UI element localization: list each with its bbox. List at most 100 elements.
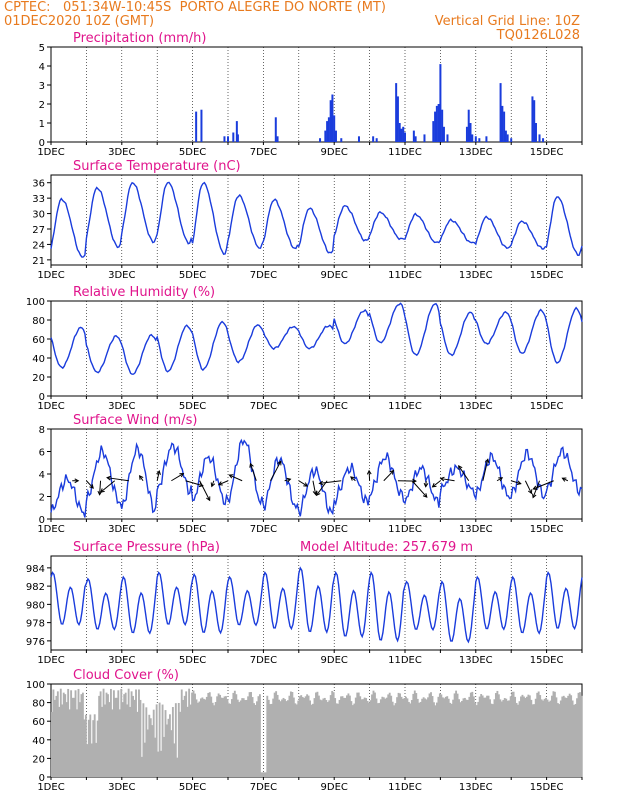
cloud-bar bbox=[129, 706, 132, 777]
x-tick-label: 13DEC bbox=[459, 655, 493, 666]
cloud-bar bbox=[466, 699, 469, 777]
cloud-bar bbox=[402, 698, 404, 777]
x-tick-label: 9DEC bbox=[321, 782, 348, 793]
y-tick-label: 6 bbox=[39, 448, 45, 459]
cloud-bar bbox=[375, 698, 378, 777]
cloud-bar bbox=[199, 698, 202, 777]
wind-arrow bbox=[383, 470, 394, 482]
cloud-bar bbox=[474, 702, 477, 777]
wind-arrow bbox=[107, 477, 129, 482]
cloud-bar bbox=[266, 695, 269, 777]
panel-frame bbox=[50, 46, 583, 143]
cloud-bar bbox=[542, 700, 545, 777]
y-tick-label: 2 bbox=[39, 493, 45, 504]
wind-arrow-head bbox=[210, 482, 216, 488]
y-tick-label: 100 bbox=[26, 680, 45, 691]
cloud-bar bbox=[276, 694, 279, 777]
cloud-bar bbox=[356, 692, 359, 777]
precip-bar bbox=[200, 109, 203, 142]
cloud-bar bbox=[531, 704, 534, 777]
cloud-bar bbox=[228, 703, 230, 777]
cloud-bar bbox=[284, 699, 286, 777]
cloud-bar bbox=[112, 690, 115, 777]
precip-bar bbox=[485, 136, 488, 142]
y-tick-label: 40 bbox=[32, 736, 45, 747]
x-tick-label: 3DEC bbox=[108, 782, 135, 793]
cloud-bar bbox=[449, 702, 452, 777]
x-tick-label: 11DEC bbox=[388, 782, 422, 793]
cloud-bar bbox=[478, 696, 481, 777]
cloud-bar bbox=[523, 696, 525, 777]
x-tick-label: 7DEC bbox=[250, 782, 277, 793]
cloud-bar bbox=[89, 714, 92, 777]
cloud-bar bbox=[520, 696, 522, 777]
wind-arrow-head bbox=[439, 476, 445, 482]
cloud-bar bbox=[171, 707, 174, 777]
cloud-bar bbox=[155, 704, 158, 777]
cloud-bar bbox=[233, 690, 236, 777]
x-tick-label: 15DEC bbox=[530, 782, 564, 793]
cloud-bar bbox=[494, 693, 497, 777]
cloud-bar bbox=[161, 704, 164, 777]
cloud-bar bbox=[55, 695, 58, 777]
cloud-bar bbox=[53, 699, 56, 777]
cloud-bar bbox=[140, 756, 143, 777]
cloud-bar bbox=[446, 696, 449, 777]
cloud-bar bbox=[110, 688, 112, 777]
precip-bar bbox=[504, 130, 507, 142]
cloud-bar bbox=[378, 702, 381, 777]
wind-arrow-head bbox=[423, 482, 429, 488]
wind-arrow-head bbox=[484, 458, 490, 464]
precip-bar bbox=[432, 121, 435, 142]
cloud-bar bbox=[124, 692, 127, 777]
cloud-bar bbox=[487, 695, 490, 777]
cloud-bar bbox=[176, 757, 179, 777]
cloud-bar bbox=[518, 701, 521, 777]
cloud-bar bbox=[497, 694, 500, 777]
x-tick-label: 13DEC bbox=[459, 270, 493, 281]
cloud-bar bbox=[309, 700, 311, 777]
model-altitude-label: Model Altitude: 257.679 m bbox=[300, 540, 473, 555]
cloud-bar bbox=[306, 694, 309, 777]
cloud-bar bbox=[559, 700, 562, 777]
cloud-bar bbox=[493, 699, 496, 777]
cloud-bar bbox=[102, 688, 105, 777]
cloud-bar bbox=[360, 699, 363, 777]
x-tick-label: 15DEC bbox=[530, 655, 564, 666]
cloud-bar bbox=[490, 703, 493, 777]
wind-arrow-head bbox=[206, 496, 211, 502]
cloud-bar bbox=[534, 698, 537, 777]
cloud-bar bbox=[357, 692, 360, 777]
wind-arrow-head bbox=[458, 464, 463, 470]
cloud-bar bbox=[270, 703, 273, 777]
cloud-bar bbox=[230, 699, 233, 777]
cloud-bar bbox=[107, 694, 109, 777]
cloud-bar bbox=[391, 701, 394, 777]
x-tick-label: 9DEC bbox=[321, 401, 348, 412]
cloud-bar bbox=[340, 696, 342, 777]
cloud-bar bbox=[264, 772, 267, 777]
cloud-bar bbox=[204, 699, 207, 777]
cloud-bar bbox=[468, 696, 471, 777]
precip-bar bbox=[372, 136, 375, 142]
cloud-bar bbox=[195, 699, 198, 777]
precip-bar bbox=[402, 126, 405, 142]
x-tick-label: 3DEC bbox=[108, 655, 135, 666]
cloud-bar bbox=[160, 750, 163, 777]
cloud-bar bbox=[331, 690, 334, 777]
cloud-bar bbox=[450, 703, 453, 777]
cloud-bar bbox=[98, 695, 101, 777]
y-tick-label: 4 bbox=[39, 470, 45, 481]
x-tick-label: 1DEC bbox=[37, 655, 64, 666]
cloud-bar bbox=[96, 720, 99, 777]
cloud-bar bbox=[247, 696, 250, 777]
precip-bar bbox=[400, 128, 403, 142]
header-location: PORTO ALEGRE DO NORTE (MT) bbox=[179, 0, 386, 15]
cloud-bar bbox=[447, 698, 450, 777]
cloud-bar bbox=[248, 692, 251, 777]
cloud-bar bbox=[256, 701, 258, 777]
y-tick-label: 0 bbox=[39, 515, 45, 526]
cloud-bar bbox=[304, 696, 307, 777]
cloud-bar bbox=[503, 698, 506, 777]
cloud-bar bbox=[334, 698, 337, 777]
